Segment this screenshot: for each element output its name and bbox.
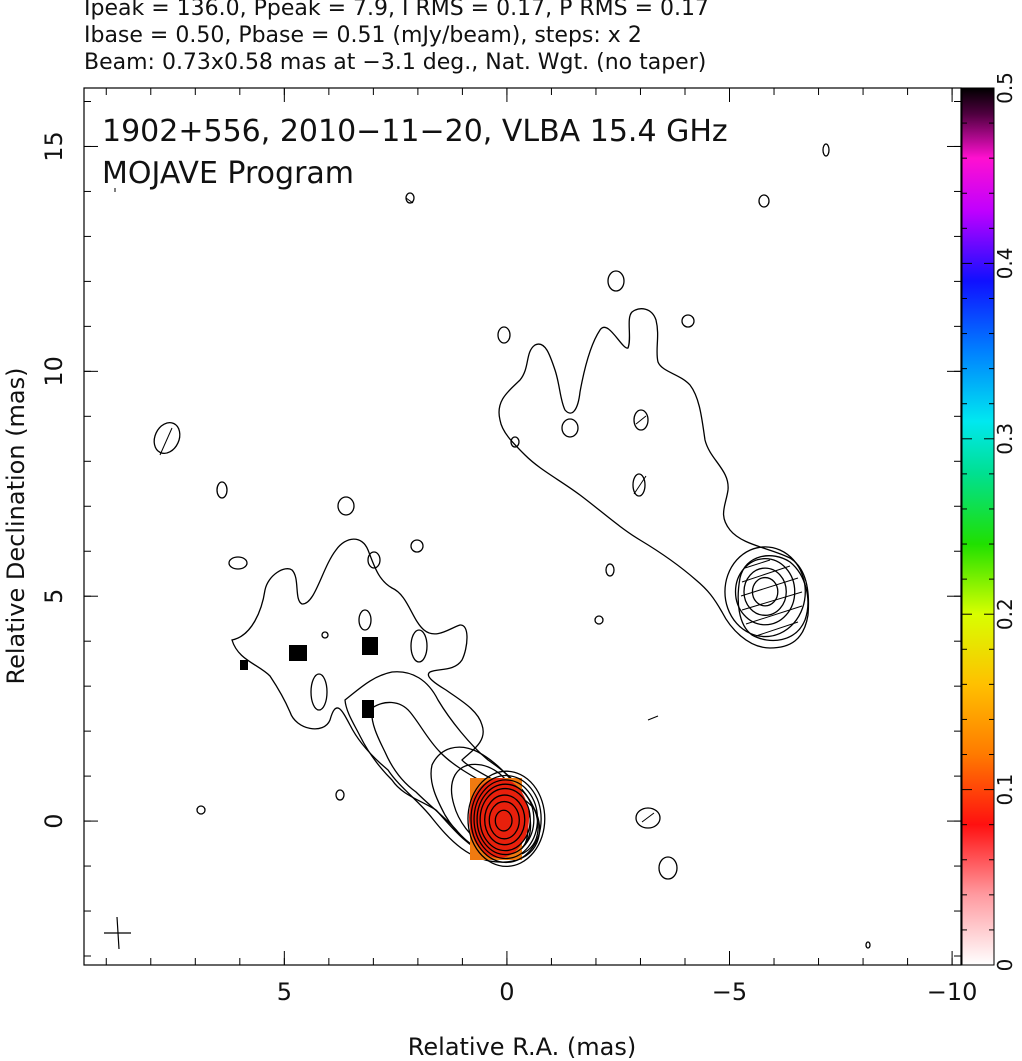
y-tick-label: 15: [40, 131, 68, 162]
core-contour: [476, 783, 535, 856]
knot-outer-contour: [737, 555, 809, 642]
plot-frame: [83, 87, 962, 966]
colorbar-ticks: [962, 87, 994, 966]
colorbar-tick-label: 0.4: [993, 247, 1017, 279]
jet-outer-contour: [231, 538, 541, 863]
core-contours: [467, 770, 546, 868]
y-tick-label: 5: [40, 589, 68, 604]
y-tick-label: 0: [40, 813, 68, 828]
jet-second-contour: [344, 671, 539, 859]
polarization-markers: [240, 637, 378, 718]
knot-hatching: [740, 559, 803, 637]
colorbar-tick-label: 0.5: [993, 72, 1017, 104]
core-polarization-fill: [469, 778, 529, 860]
core-contour: [488, 800, 520, 840]
knot-contour: [724, 546, 806, 638]
colorbar-tick-label: 0.3: [993, 423, 1017, 455]
isolated-contours: [153, 143, 871, 949]
core-contour: [473, 779, 539, 860]
colorbar-tick-label: 0.2: [993, 598, 1017, 630]
core-contour: [470, 774, 542, 864]
x-tick-label: −5: [712, 978, 747, 1006]
core-contour: [484, 794, 526, 846]
source-annotation: 1902+556, 2010−11−20, VLBA 15.4 GHz: [102, 114, 728, 149]
knot-contour: [743, 567, 787, 616]
y-axis-label: Relative Declination (mas): [2, 367, 30, 684]
core-contour: [494, 809, 513, 832]
header-line-3: Beam: 0.73x0.58 mas at −3.1 deg., Nat. W…: [84, 50, 707, 75]
core-contour: [467, 770, 546, 868]
header-line-2: Ibase = 0.50, Pbase = 0.51 (mJy/beam), s…: [84, 23, 642, 48]
axis-tick-labels: 5 0 −5 −10 0 5 10 15: [40, 131, 977, 1006]
polarization-vectors: [114, 188, 659, 823]
colorbar-tick-labels: 0 0.1 0.2 0.3 0.4 0.5: [993, 72, 1017, 971]
axis-ticks: [84, 88, 961, 965]
knot-contours: [724, 546, 806, 638]
colorbar-tick-label: 0: [993, 959, 1017, 972]
colorbar: [961, 87, 995, 966]
core-contour: [479, 787, 531, 852]
y-tick-label: 10: [40, 356, 68, 387]
x-tick-label: 0: [499, 978, 514, 1006]
beam-marker: [104, 916, 131, 950]
colorbar-tick-label: 0.1: [993, 774, 1017, 806]
knot-contour: [751, 576, 779, 607]
x-axis-label: Relative R.A. (mas): [408, 1033, 636, 1061]
north-jet-outer-contour: [498, 308, 810, 649]
knot-contour: [734, 558, 796, 626]
x-tick-label: −10: [927, 978, 978, 1006]
program-annotation: MOJAVE Program: [102, 156, 354, 191]
header-line-1: Ipeak = 136.0, Ppeak = 7.9, I RMS = 0.17…: [84, 0, 709, 21]
x-tick-label: 5: [277, 978, 292, 1006]
